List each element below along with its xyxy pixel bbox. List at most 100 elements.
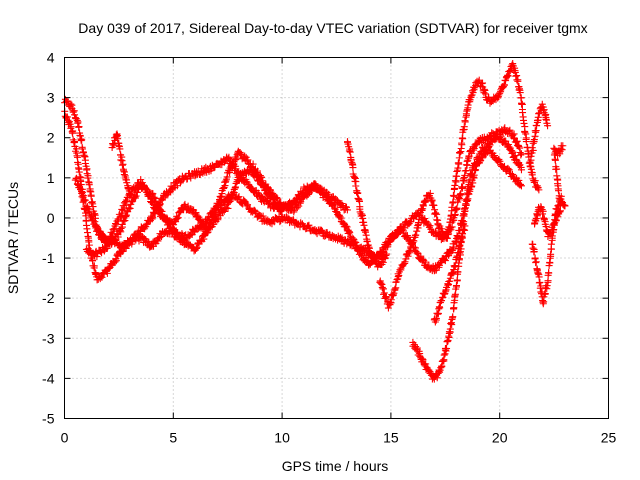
data-point bbox=[362, 228, 370, 236]
data-point bbox=[192, 244, 200, 252]
data-point bbox=[255, 175, 263, 183]
data-point bbox=[173, 182, 181, 190]
data-point bbox=[127, 238, 135, 246]
data-point bbox=[149, 190, 157, 198]
data-point bbox=[394, 273, 402, 281]
data-point bbox=[502, 77, 510, 85]
data-point bbox=[463, 107, 471, 115]
data-point bbox=[343, 206, 351, 214]
data-point bbox=[459, 230, 467, 238]
data-point bbox=[441, 257, 449, 265]
data-point bbox=[391, 285, 399, 293]
data-point bbox=[463, 191, 471, 199]
data-point bbox=[521, 128, 529, 136]
data-point bbox=[126, 204, 134, 212]
data-point bbox=[394, 230, 402, 238]
data-point bbox=[418, 206, 426, 214]
data-point bbox=[120, 171, 128, 179]
data-point bbox=[349, 164, 357, 172]
data-point bbox=[112, 257, 120, 265]
data-point bbox=[451, 238, 459, 246]
data-point bbox=[556, 208, 564, 216]
data-point bbox=[453, 252, 461, 260]
data-point bbox=[365, 244, 373, 252]
data-point bbox=[451, 177, 459, 185]
data-point bbox=[380, 289, 388, 297]
data-point bbox=[433, 374, 441, 382]
data-point bbox=[500, 81, 508, 89]
y-tick-label: 2 bbox=[47, 130, 55, 146]
data-point bbox=[511, 152, 519, 160]
data-point bbox=[481, 86, 489, 94]
series-track-j bbox=[531, 142, 567, 241]
data-point bbox=[176, 208, 184, 216]
x-tick-label: 5 bbox=[169, 430, 177, 446]
data-point bbox=[174, 214, 182, 222]
data-point bbox=[459, 175, 467, 183]
data-point bbox=[532, 259, 540, 267]
data-point bbox=[535, 186, 543, 194]
data-point bbox=[528, 169, 536, 177]
data-point bbox=[143, 186, 151, 194]
data-point bbox=[117, 225, 125, 233]
data-point bbox=[544, 122, 552, 130]
data-point bbox=[491, 152, 499, 160]
data-point bbox=[449, 269, 457, 277]
data-point bbox=[187, 174, 195, 182]
data-point bbox=[444, 231, 452, 239]
data-point bbox=[503, 73, 511, 81]
data-point bbox=[122, 244, 130, 252]
data-point bbox=[517, 166, 525, 174]
data-point bbox=[448, 247, 456, 255]
data-points bbox=[61, 60, 569, 383]
data-point bbox=[440, 351, 448, 359]
data-point bbox=[114, 135, 122, 143]
data-point bbox=[527, 152, 535, 160]
data-point bbox=[312, 181, 320, 189]
y-axis-label: SDTVAR / TECUs bbox=[5, 182, 21, 294]
data-point bbox=[451, 262, 459, 270]
data-point bbox=[351, 175, 359, 183]
data-point bbox=[434, 310, 442, 318]
data-point bbox=[128, 198, 136, 206]
data-point bbox=[418, 355, 426, 363]
data-point bbox=[494, 94, 502, 102]
data-point bbox=[508, 170, 516, 178]
data-point bbox=[330, 204, 338, 212]
data-point bbox=[378, 283, 386, 291]
y-tick-label: -3 bbox=[42, 330, 55, 346]
data-point bbox=[506, 126, 514, 134]
data-point bbox=[259, 180, 267, 188]
data-point bbox=[426, 222, 434, 230]
data-point bbox=[69, 129, 77, 137]
data-point bbox=[311, 180, 319, 188]
y-tick-label: -4 bbox=[42, 370, 55, 386]
data-point bbox=[444, 336, 452, 344]
data-point bbox=[74, 118, 82, 126]
data-point bbox=[457, 190, 465, 198]
x-tick-label: 20 bbox=[492, 430, 508, 446]
data-point bbox=[180, 236, 188, 244]
x-axis-label: GPS time / hours bbox=[282, 458, 389, 474]
data-point bbox=[451, 181, 459, 189]
y-tick-label: 4 bbox=[47, 50, 55, 66]
data-point bbox=[244, 156, 252, 164]
data-point bbox=[457, 237, 465, 245]
data-point bbox=[296, 199, 304, 207]
data-point bbox=[232, 165, 240, 173]
data-point bbox=[357, 250, 365, 258]
data-point bbox=[547, 240, 555, 248]
data-point bbox=[533, 122, 541, 130]
data-point bbox=[456, 149, 464, 157]
data-point bbox=[73, 174, 81, 182]
data-point bbox=[413, 249, 421, 257]
series-track-k bbox=[526, 100, 552, 170]
data-point bbox=[114, 233, 122, 241]
data-point bbox=[555, 192, 563, 200]
data-point bbox=[90, 262, 98, 270]
data-point bbox=[135, 237, 143, 245]
series-track-d bbox=[82, 166, 286, 261]
y-tick-label: -2 bbox=[42, 290, 55, 306]
data-point bbox=[395, 272, 403, 280]
data-point bbox=[474, 155, 482, 163]
